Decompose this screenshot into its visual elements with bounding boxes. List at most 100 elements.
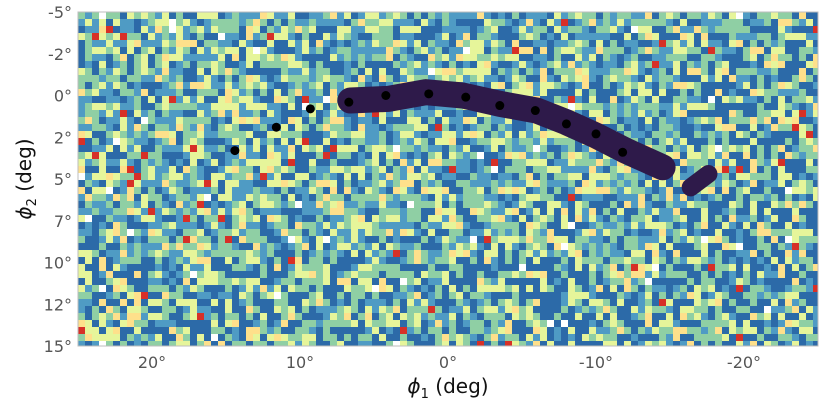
density-cell xyxy=(561,26,568,33)
density-cell xyxy=(603,271,610,278)
density-cell xyxy=(477,215,484,222)
density-cell xyxy=(603,215,610,222)
density-cell xyxy=(393,201,400,208)
density-cell xyxy=(554,320,561,327)
density-cell xyxy=(512,82,519,89)
density-cell xyxy=(750,82,757,89)
density-cell xyxy=(274,271,281,278)
density-cell xyxy=(344,159,351,166)
density-cell xyxy=(85,327,92,334)
density-cell xyxy=(547,82,554,89)
density-cell xyxy=(211,194,218,201)
density-cell xyxy=(631,243,638,250)
density-cell xyxy=(512,236,519,243)
density-cell xyxy=(379,47,386,54)
density-cell xyxy=(148,82,155,89)
density-cell xyxy=(603,250,610,257)
density-cell xyxy=(526,159,533,166)
density-cell xyxy=(358,12,365,19)
density-cell xyxy=(106,96,113,103)
density-cell xyxy=(813,166,818,173)
density-cell xyxy=(659,96,666,103)
density-cell xyxy=(771,68,778,75)
density-cell xyxy=(771,61,778,68)
density-cell xyxy=(519,334,526,341)
density-cell xyxy=(113,131,120,138)
density-cell xyxy=(190,285,197,292)
density-cell xyxy=(715,215,722,222)
density-cell xyxy=(99,19,106,26)
density-cell xyxy=(589,145,596,152)
density-cell xyxy=(176,19,183,26)
density-cell xyxy=(624,54,631,61)
density-cell xyxy=(113,292,120,299)
density-cell xyxy=(484,215,491,222)
density-cell xyxy=(204,117,211,124)
density-cell xyxy=(106,334,113,341)
density-cell xyxy=(134,54,141,61)
density-cell xyxy=(575,243,582,250)
density-cell xyxy=(687,68,694,75)
density-cell xyxy=(680,47,687,54)
density-cell xyxy=(253,229,260,236)
density-cell xyxy=(722,194,729,201)
density-cell xyxy=(78,124,85,131)
density-cell xyxy=(540,12,547,19)
density-cell xyxy=(316,236,323,243)
density-cell xyxy=(484,271,491,278)
density-cell xyxy=(169,299,176,306)
density-cell xyxy=(589,166,596,173)
density-cell xyxy=(309,278,316,285)
density-cell xyxy=(743,110,750,117)
density-cell xyxy=(764,243,771,250)
density-cell xyxy=(176,61,183,68)
density-cell xyxy=(246,117,253,124)
density-cell xyxy=(715,54,722,61)
density-cell xyxy=(631,271,638,278)
density-cell xyxy=(148,194,155,201)
density-cell xyxy=(736,264,743,271)
density-cell xyxy=(652,320,659,327)
density-cell xyxy=(771,236,778,243)
density-cell xyxy=(568,201,575,208)
density-cell xyxy=(323,159,330,166)
density-cell xyxy=(309,138,316,145)
density-cell xyxy=(743,334,750,341)
density-cell xyxy=(267,243,274,250)
density-cell xyxy=(463,131,470,138)
density-cell xyxy=(393,159,400,166)
density-cell xyxy=(596,173,603,180)
density-cell xyxy=(288,320,295,327)
density-cell xyxy=(218,299,225,306)
density-cell xyxy=(428,285,435,292)
density-cell xyxy=(302,180,309,187)
density-cell xyxy=(344,54,351,61)
density-cell xyxy=(484,201,491,208)
density-cell xyxy=(610,278,617,285)
density-cell xyxy=(253,285,260,292)
density-cell xyxy=(253,313,260,320)
density-cell xyxy=(169,250,176,257)
density-cell xyxy=(99,131,106,138)
density-cell xyxy=(393,75,400,82)
density-cell xyxy=(673,299,680,306)
density-cell xyxy=(78,117,85,124)
density-cell xyxy=(176,110,183,117)
density-cell xyxy=(596,47,603,54)
density-cell xyxy=(379,173,386,180)
density-cell xyxy=(799,47,806,54)
density-cell xyxy=(106,117,113,124)
density-cell xyxy=(498,327,505,334)
density-cell xyxy=(512,145,519,152)
density-cell xyxy=(547,201,554,208)
density-cell xyxy=(106,257,113,264)
density-cell xyxy=(547,68,554,75)
density-cell xyxy=(169,320,176,327)
density-cell xyxy=(162,12,169,19)
density-cell xyxy=(141,33,148,40)
density-cell xyxy=(204,257,211,264)
density-cell xyxy=(722,61,729,68)
density-cell xyxy=(750,89,757,96)
density-cell xyxy=(239,173,246,180)
density-cell xyxy=(701,145,708,152)
